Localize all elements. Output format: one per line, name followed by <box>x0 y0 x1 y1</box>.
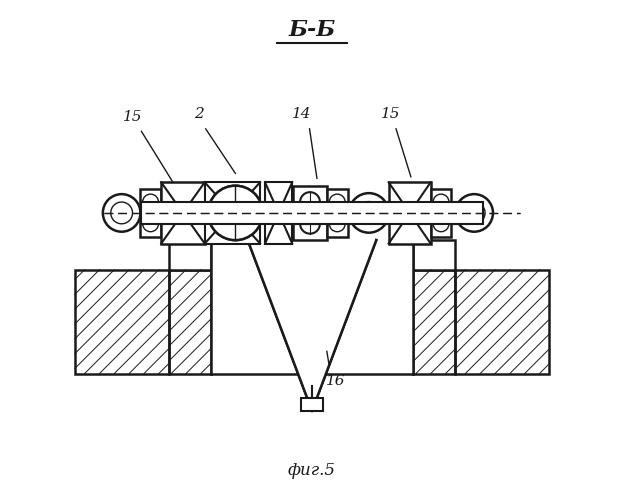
Polygon shape <box>301 398 323 410</box>
Polygon shape <box>413 240 456 270</box>
Text: 2: 2 <box>195 108 204 122</box>
Circle shape <box>103 194 140 232</box>
Text: 15: 15 <box>381 108 401 122</box>
Polygon shape <box>140 189 161 236</box>
Circle shape <box>208 186 263 240</box>
Circle shape <box>300 214 320 234</box>
Polygon shape <box>205 182 260 244</box>
Polygon shape <box>293 186 327 240</box>
Circle shape <box>456 194 493 232</box>
Text: 15: 15 <box>124 110 143 124</box>
Polygon shape <box>431 189 451 236</box>
Circle shape <box>349 193 389 232</box>
Text: Б-Б: Б-Б <box>288 19 336 41</box>
Polygon shape <box>142 202 482 224</box>
Polygon shape <box>168 240 211 270</box>
Text: 16: 16 <box>326 374 346 388</box>
Text: 14: 14 <box>293 108 312 122</box>
Polygon shape <box>389 182 431 244</box>
Polygon shape <box>305 224 319 240</box>
Text: фиг.5: фиг.5 <box>288 462 336 478</box>
Polygon shape <box>161 182 205 244</box>
Circle shape <box>208 186 263 240</box>
Polygon shape <box>327 189 348 236</box>
Polygon shape <box>265 182 292 244</box>
Polygon shape <box>211 240 413 374</box>
Circle shape <box>300 192 320 212</box>
Polygon shape <box>248 240 376 410</box>
Polygon shape <box>142 202 482 224</box>
